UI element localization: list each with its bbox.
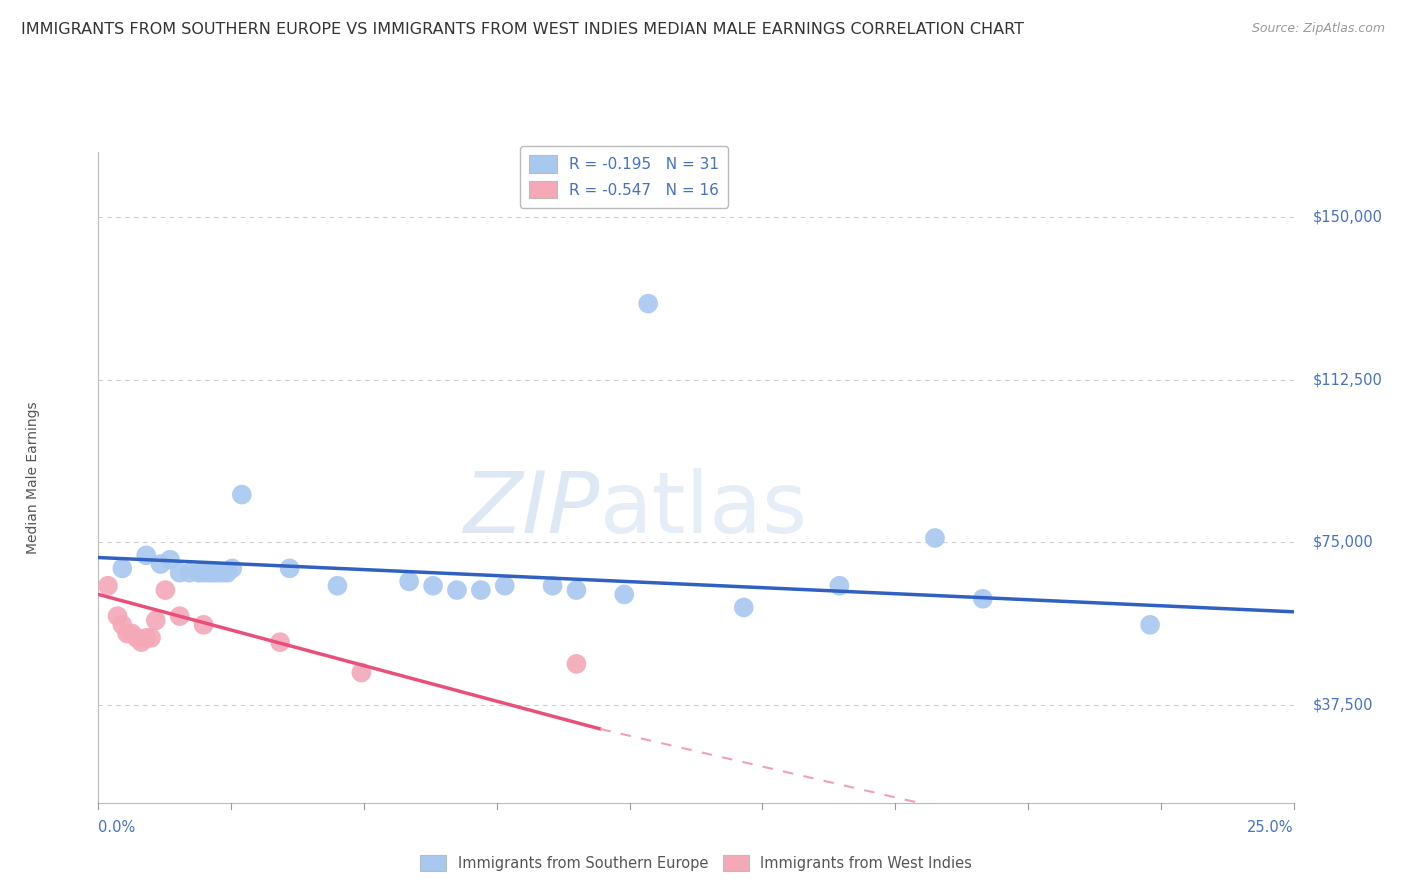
Text: $75,000: $75,000 (1313, 535, 1374, 549)
Text: $150,000: $150,000 (1313, 210, 1382, 224)
Point (115, 626, 138, 640)
Point (231, 487, 253, 501)
Point (269, 635, 291, 649)
Text: Source: ZipAtlas.com: Source: ZipAtlas.com (1251, 22, 1385, 36)
Point (197, 566, 219, 580)
Legend: Immigrants from Southern Europe, Immigrants from West Indies: Immigrants from Southern Europe, Immigra… (411, 846, 981, 880)
Point (111, 561, 134, 575)
Point (193, 566, 215, 580)
Point (972, 591, 994, 606)
Point (494, 579, 516, 593)
Point (326, 579, 349, 593)
Point (211, 566, 233, 580)
Point (446, 583, 468, 598)
Point (733, 600, 755, 615)
Point (131, 635, 153, 649)
Point (470, 583, 492, 598)
Point (135, 631, 157, 645)
Point (139, 631, 162, 645)
Point (135, 549, 157, 563)
Point (169, 566, 191, 580)
Point (97, 579, 120, 593)
Point (193, 617, 215, 632)
Point (637, 296, 659, 310)
Point (350, 665, 373, 680)
Point (398, 574, 420, 589)
Point (169, 609, 191, 624)
Point (155, 583, 177, 598)
Point (179, 566, 201, 580)
Point (924, 531, 946, 545)
Text: 0.0%: 0.0% (98, 820, 135, 835)
Text: Median Male Earnings: Median Male Earnings (25, 401, 39, 554)
Point (159, 552, 181, 566)
Point (565, 657, 588, 671)
Text: $37,500: $37,500 (1313, 698, 1374, 713)
Point (565, 583, 588, 598)
Point (149, 557, 172, 571)
Text: 25.0%: 25.0% (1247, 820, 1294, 835)
Point (111, 617, 134, 632)
Point (217, 566, 239, 580)
Point (541, 579, 564, 593)
Point (107, 609, 129, 624)
Point (422, 579, 444, 593)
Point (278, 561, 301, 575)
Point (125, 631, 148, 645)
Text: IMMIGRANTS FROM SOUTHERN EUROPE VS IMMIGRANTS FROM WEST INDIES MEDIAN MALE EARNI: IMMIGRANTS FROM SOUTHERN EUROPE VS IMMIG… (21, 22, 1024, 37)
Point (613, 587, 636, 601)
Text: ZIP: ZIP (464, 468, 600, 551)
Point (221, 561, 243, 575)
Point (202, 566, 225, 580)
Point (121, 626, 143, 640)
Point (145, 614, 167, 628)
Point (187, 566, 209, 580)
Text: atlas: atlas (600, 468, 808, 551)
Point (828, 579, 851, 593)
Point (207, 566, 229, 580)
Text: $112,500: $112,500 (1313, 372, 1382, 387)
Point (1139, 617, 1161, 632)
